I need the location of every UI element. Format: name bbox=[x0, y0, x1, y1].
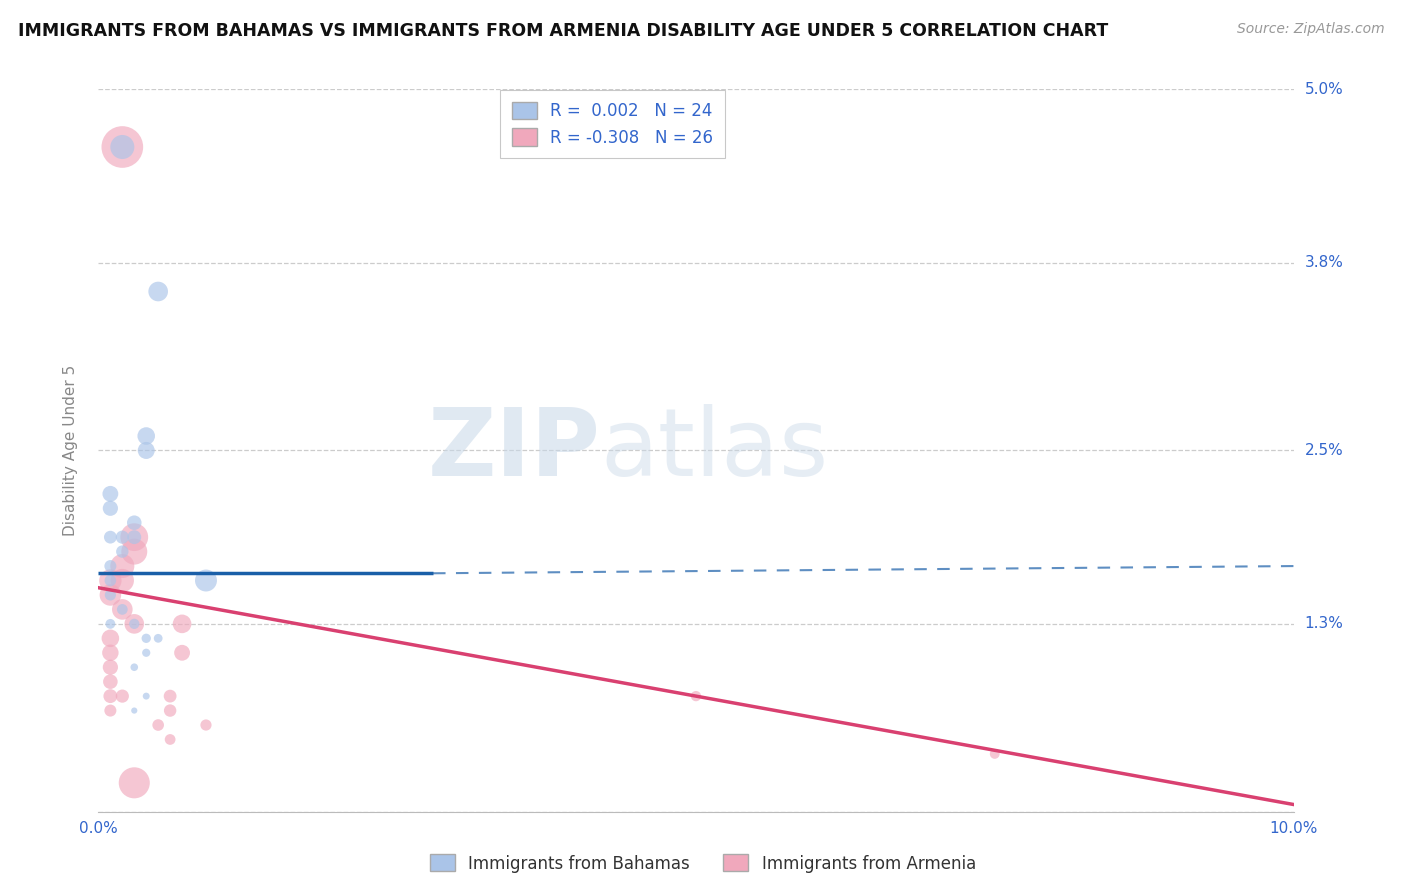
Legend: Immigrants from Bahamas, Immigrants from Armenia: Immigrants from Bahamas, Immigrants from… bbox=[423, 847, 983, 880]
Point bbox=[111, 574, 134, 588]
Point bbox=[111, 140, 134, 154]
Point bbox=[124, 616, 146, 631]
Text: 2.5%: 2.5% bbox=[1305, 443, 1343, 458]
Point bbox=[98, 632, 122, 646]
Point bbox=[685, 689, 707, 703]
Point bbox=[172, 646, 194, 660]
Point bbox=[98, 487, 122, 501]
Point bbox=[98, 689, 122, 703]
Point bbox=[111, 689, 134, 703]
Point bbox=[159, 704, 181, 718]
Text: 3.8%: 3.8% bbox=[1305, 255, 1344, 270]
Point bbox=[135, 632, 157, 646]
Point bbox=[195, 718, 218, 732]
Point bbox=[98, 530, 122, 544]
Point bbox=[124, 704, 146, 718]
Point bbox=[159, 689, 181, 703]
Point bbox=[124, 776, 146, 790]
Point bbox=[98, 646, 122, 660]
Point bbox=[195, 574, 218, 588]
Text: IMMIGRANTS FROM BAHAMAS VS IMMIGRANTS FROM ARMENIA DISABILITY AGE UNDER 5 CORREL: IMMIGRANTS FROM BAHAMAS VS IMMIGRANTS FR… bbox=[18, 22, 1108, 40]
Point bbox=[135, 443, 157, 458]
Point bbox=[148, 632, 170, 646]
Point bbox=[98, 574, 122, 588]
Point bbox=[111, 602, 134, 616]
Point bbox=[159, 732, 181, 747]
Point bbox=[135, 689, 157, 703]
Point bbox=[172, 616, 194, 631]
Point bbox=[98, 704, 122, 718]
Point bbox=[124, 530, 146, 544]
Text: 5.0%: 5.0% bbox=[1305, 82, 1343, 96]
Text: Source: ZipAtlas.com: Source: ZipAtlas.com bbox=[1237, 22, 1385, 37]
Text: ZIP: ZIP bbox=[427, 404, 600, 497]
Point bbox=[124, 616, 146, 631]
Point bbox=[98, 616, 122, 631]
Text: atlas: atlas bbox=[600, 404, 828, 497]
Point bbox=[111, 530, 134, 544]
Point bbox=[111, 544, 134, 558]
Point bbox=[98, 660, 122, 674]
Point bbox=[98, 588, 122, 602]
Point bbox=[98, 501, 122, 516]
Point bbox=[98, 674, 122, 689]
Point bbox=[135, 429, 157, 443]
Point bbox=[111, 140, 134, 154]
Point bbox=[98, 588, 122, 602]
Y-axis label: Disability Age Under 5: Disability Age Under 5 bbox=[63, 365, 77, 536]
Legend: R =  0.002   N = 24, R = -0.308   N = 26: R = 0.002 N = 24, R = -0.308 N = 26 bbox=[501, 90, 724, 158]
Point bbox=[98, 559, 122, 574]
Point bbox=[124, 660, 146, 674]
Point bbox=[148, 285, 170, 299]
Point bbox=[111, 559, 134, 574]
Point bbox=[124, 544, 146, 558]
Point bbox=[135, 646, 157, 660]
Point bbox=[124, 516, 146, 530]
Point bbox=[124, 530, 146, 544]
Point bbox=[984, 747, 1007, 761]
Point bbox=[111, 602, 134, 616]
Point bbox=[98, 574, 122, 588]
Text: 1.3%: 1.3% bbox=[1305, 616, 1344, 632]
Point bbox=[148, 718, 170, 732]
